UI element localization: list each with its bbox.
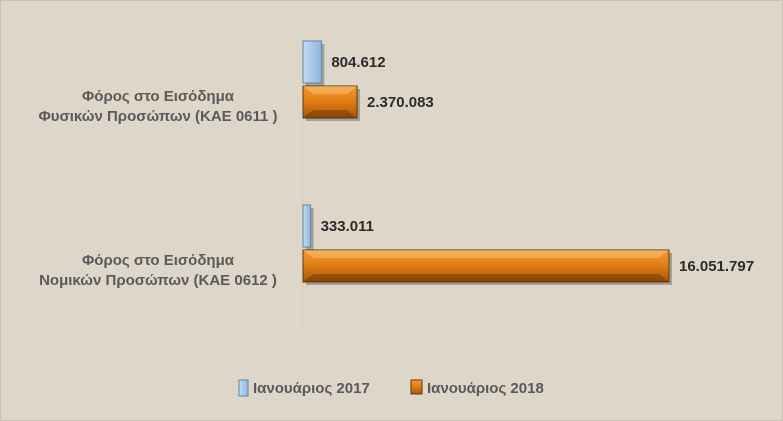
legend-swatch: [238, 379, 249, 397]
bar-body: [302, 40, 322, 84]
bar-body: [302, 249, 670, 283]
bar-bevel: [303, 86, 358, 94]
bar-bevel-bottom: [303, 274, 669, 282]
value-label-jan2017-1: 333.011: [321, 218, 374, 235]
legend-item-jan2017: Ιανουάριος 2017: [238, 379, 370, 397]
bar-jan2017-1: [302, 204, 314, 250]
category-label-0: Φόρος στο Εισόδημα Φυσικών Προσώπων (ΚΑΕ …: [38, 88, 277, 125]
bar-bevel-bottom: [303, 110, 358, 118]
bar-jan2018-0: [302, 85, 361, 121]
legend-label: Ιανουάριος 2018: [427, 380, 544, 397]
bar-jan2017-0: [302, 40, 325, 86]
bar-body: [302, 204, 312, 248]
legend-label: Ιανουάριος 2017: [253, 380, 370, 397]
legend-swatch: [410, 379, 423, 395]
value-label-jan2018-1: 16.051.797: [679, 258, 754, 275]
category-label-1: Φόρος στο Εισόδημα Νομικών Προσώπων (ΚΑΕ …: [39, 252, 277, 289]
bar-bevel: [303, 250, 669, 258]
bar-jan2018-1: [302, 249, 672, 285]
value-label-jan2017-0: 804.612: [331, 54, 385, 71]
bar-body: [302, 85, 358, 119]
legend-item-jan2018: Ιανουάριος 2018: [410, 379, 544, 397]
value-label-jan2018-0: 2.370.083: [367, 94, 434, 111]
